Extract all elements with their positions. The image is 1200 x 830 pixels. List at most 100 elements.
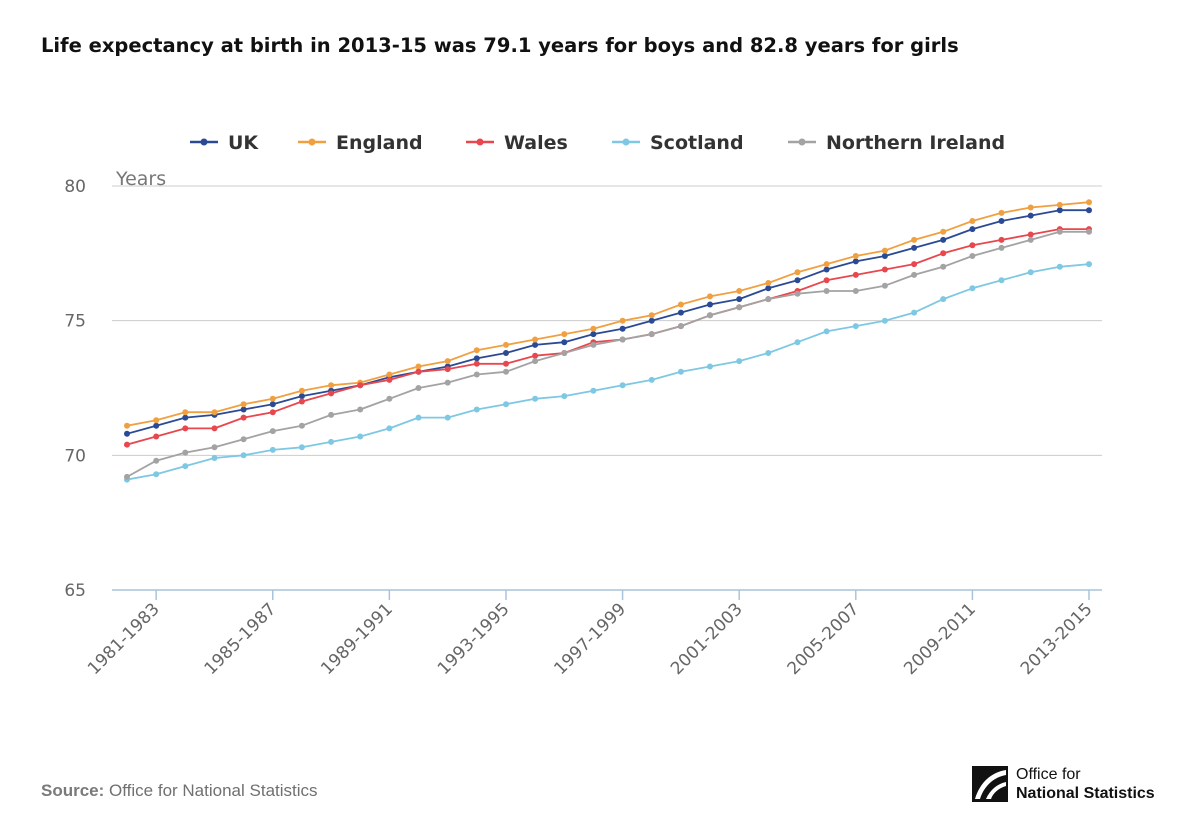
- data-point-uk-21: [736, 296, 743, 303]
- data-point-uk-2: [182, 414, 189, 421]
- data-point-wales-27: [911, 261, 918, 268]
- data-point-wales-2: [182, 425, 189, 432]
- legend-item-england: England: [298, 132, 423, 154]
- data-point-scotland-33: [1086, 261, 1092, 268]
- legend-label-northern-ireland: Northern Ireland: [826, 132, 1005, 154]
- x-tick-label-1993-1995: 1993-1995: [434, 599, 514, 679]
- data-point-england-1: [153, 417, 160, 424]
- legend-item-northern-ireland: Northern Ireland: [788, 132, 1005, 154]
- data-point-scotland-6: [298, 444, 305, 451]
- data-point-wales-11: [444, 366, 451, 373]
- data-point-england-14: [532, 336, 539, 343]
- data-point-northern-ireland-22: [765, 296, 772, 303]
- data-point-uk-0: [124, 430, 130, 437]
- data-point-wales-3: [211, 425, 218, 432]
- legend-item-scotland: Scotland: [612, 132, 744, 154]
- data-point-uk-13: [503, 350, 509, 356]
- legend-swatch-marker-england: [308, 138, 316, 146]
- data-point-uk-15: [561, 339, 568, 346]
- data-point-scotland-9: [386, 425, 393, 432]
- data-point-wales-14: [532, 352, 539, 359]
- data-point-england-5: [269, 395, 276, 402]
- x-tick-label-2013-2015: 2013-2015: [1017, 599, 1097, 679]
- data-point-northern-ireland-11: [444, 379, 451, 386]
- data-point-scotland-20: [707, 363, 713, 370]
- data-point-england-4: [240, 401, 247, 408]
- data-point-northern-ireland-27: [911, 271, 918, 278]
- data-point-scotland-16: [590, 387, 597, 394]
- series-northern-ireland: [124, 228, 1092, 480]
- series-line-wales: [126, 228, 1089, 446]
- data-point-scotland-1: [153, 471, 160, 478]
- data-point-northern-ireland-0: [124, 473, 130, 480]
- logo-line-2: National Statistics: [1016, 785, 1155, 802]
- data-point-northern-ireland-21: [736, 304, 743, 311]
- data-point-scotland-14: [532, 395, 539, 402]
- data-point-england-22: [765, 280, 772, 286]
- data-point-uk-1: [153, 422, 160, 429]
- data-point-uk-5: [269, 401, 276, 408]
- data-point-scotland-26: [881, 317, 888, 324]
- data-point-england-28: [940, 228, 947, 235]
- legend-label-uk: UK: [228, 132, 259, 154]
- data-point-england-18: [648, 312, 655, 319]
- data-point-england-3: [211, 409, 218, 416]
- data-point-scotland-7: [328, 438, 335, 445]
- data-point-uk-33: [1086, 207, 1092, 214]
- data-point-wales-7: [328, 390, 335, 397]
- data-point-wales-8: [357, 382, 364, 389]
- data-point-northern-ireland-12: [473, 371, 480, 378]
- source-note: Source: Office for National Statistics: [41, 781, 318, 801]
- series-scotland: [124, 261, 1092, 483]
- legend: UK England Wales Scotland Northern Ireland: [190, 132, 1005, 154]
- data-point-uk-26: [881, 253, 888, 259]
- data-point-scotland-23: [794, 339, 801, 346]
- data-point-england-24: [823, 261, 830, 268]
- legend-swatch-marker-northern-ireland: [798, 138, 806, 146]
- legend-label-wales: Wales: [504, 132, 568, 154]
- legend-swatch-marker-wales: [476, 138, 484, 146]
- data-point-northern-ireland-29: [969, 253, 976, 259]
- data-point-northern-ireland-8: [357, 406, 364, 413]
- data-point-england-30: [998, 209, 1005, 216]
- series-england: [124, 199, 1092, 429]
- data-point-scotland-32: [1056, 263, 1063, 270]
- data-point-wales-1: [153, 433, 160, 440]
- x-tick-label-1985-1987: 1985-1987: [201, 599, 281, 679]
- data-point-northern-ireland-33: [1086, 228, 1092, 235]
- data-point-uk-25: [852, 258, 859, 265]
- data-point-uk-12: [473, 355, 480, 362]
- data-point-scotland-17: [619, 382, 626, 389]
- data-point-scotland-25: [852, 323, 859, 330]
- y-tick-label-65: 65: [64, 581, 86, 601]
- data-point-northern-ireland-19: [677, 323, 684, 330]
- data-point-england-15: [561, 331, 568, 338]
- series-uk: [124, 207, 1092, 437]
- data-point-uk-17: [619, 325, 626, 332]
- data-point-scotland-19: [677, 368, 684, 375]
- data-point-england-9: [386, 371, 393, 378]
- data-point-scotland-29: [969, 285, 976, 292]
- data-point-scotland-3: [211, 455, 218, 461]
- y-tick-label-75: 75: [64, 312, 86, 332]
- data-point-northern-ireland-31: [1027, 236, 1034, 243]
- data-point-scotland-18: [648, 376, 655, 383]
- data-point-scotland-8: [357, 433, 364, 440]
- data-point-northern-ireland-30: [998, 244, 1005, 251]
- legend-swatch-marker-scotland: [622, 138, 630, 146]
- source-label: Source:: [41, 781, 105, 800]
- data-point-scotland-21: [736, 358, 743, 365]
- ons-logo-icon: [972, 766, 1008, 802]
- data-point-england-32: [1056, 201, 1063, 208]
- data-point-northern-ireland-20: [707, 312, 713, 319]
- legend-label-scotland: Scotland: [650, 132, 744, 154]
- data-point-england-13: [503, 341, 509, 348]
- data-point-wales-13: [503, 360, 509, 367]
- data-point-northern-ireland-9: [386, 395, 393, 402]
- data-point-england-27: [911, 236, 918, 243]
- data-point-wales-9: [386, 376, 393, 383]
- series-lines: [124, 199, 1092, 483]
- x-tick-label-2001-2003: 2001-2003: [667, 599, 747, 679]
- series-line-england: [126, 201, 1090, 427]
- data-point-uk-22: [765, 285, 772, 292]
